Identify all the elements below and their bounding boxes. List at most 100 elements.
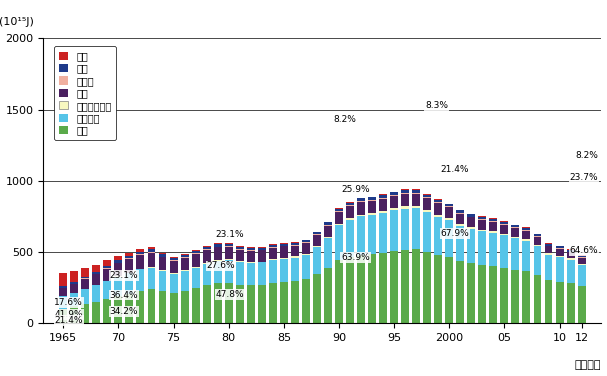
Bar	[137, 254, 144, 255]
Bar	[324, 268, 332, 323]
Bar	[456, 214, 464, 224]
Bar	[247, 248, 255, 250]
Text: （年度）: （年度）	[575, 360, 602, 370]
Bar	[148, 268, 155, 289]
Bar	[578, 265, 586, 286]
Bar	[247, 262, 255, 263]
Bar	[169, 258, 177, 261]
Bar	[225, 259, 232, 260]
Bar	[368, 197, 376, 200]
Bar	[379, 253, 387, 323]
Bar	[236, 250, 243, 261]
Bar	[81, 304, 89, 323]
Bar	[269, 248, 277, 259]
Bar	[555, 249, 563, 256]
Bar	[489, 231, 497, 233]
Bar	[489, 266, 497, 323]
Bar	[368, 215, 376, 254]
Bar	[500, 233, 509, 235]
Bar	[158, 270, 166, 271]
Bar	[423, 212, 431, 252]
Bar	[280, 259, 288, 282]
Bar	[291, 281, 299, 323]
Bar	[423, 210, 431, 212]
Bar	[401, 209, 409, 250]
Bar	[478, 219, 486, 220]
Bar	[335, 211, 343, 212]
Bar	[368, 201, 376, 213]
Bar	[467, 229, 475, 263]
Bar	[280, 243, 288, 244]
Bar	[137, 270, 144, 291]
Bar	[236, 285, 243, 323]
Bar	[158, 257, 166, 258]
Bar	[148, 247, 155, 249]
Bar	[236, 261, 243, 262]
Bar	[291, 245, 299, 246]
Bar	[214, 283, 222, 323]
Bar	[346, 202, 354, 203]
Bar	[92, 302, 100, 323]
Bar	[148, 252, 155, 253]
Bar	[500, 224, 509, 225]
Bar	[313, 274, 321, 323]
Bar	[247, 250, 255, 251]
Bar	[70, 282, 78, 284]
Bar	[434, 200, 442, 202]
Bar	[555, 246, 563, 248]
Bar	[489, 221, 497, 222]
Bar	[423, 199, 431, 210]
Bar	[456, 226, 464, 261]
Bar	[103, 299, 111, 323]
Text: 21.4%: 21.4%	[441, 165, 469, 174]
Bar	[280, 282, 288, 323]
Bar	[390, 192, 398, 195]
Bar	[291, 246, 299, 256]
Bar	[302, 243, 310, 254]
Bar	[544, 244, 552, 246]
Bar	[115, 276, 123, 277]
Bar	[523, 230, 531, 239]
Bar	[158, 271, 166, 291]
Text: 23.1%: 23.1%	[110, 271, 138, 280]
Bar	[324, 226, 332, 237]
Bar	[92, 272, 100, 274]
Bar	[335, 212, 343, 224]
Bar	[225, 244, 232, 246]
Bar	[158, 255, 166, 257]
Bar	[169, 293, 177, 323]
Bar	[313, 232, 321, 234]
Bar	[346, 206, 354, 218]
Bar	[103, 281, 111, 299]
Bar	[269, 283, 277, 323]
Bar	[247, 263, 255, 285]
Bar	[346, 257, 354, 323]
Bar	[313, 234, 321, 235]
Text: 36.4%: 36.4%	[110, 291, 138, 300]
Bar	[225, 243, 232, 244]
Bar	[500, 268, 509, 323]
Bar	[456, 210, 464, 213]
Bar	[412, 190, 420, 193]
Bar	[512, 227, 520, 228]
Text: 23.1%: 23.1%	[215, 230, 244, 239]
Bar	[126, 253, 134, 256]
Bar	[401, 250, 409, 323]
Bar	[181, 291, 189, 323]
Bar	[401, 194, 409, 206]
Bar	[467, 214, 475, 217]
Bar	[225, 283, 232, 323]
Bar	[500, 235, 509, 268]
Bar	[103, 266, 111, 268]
Bar	[148, 249, 155, 252]
Bar	[478, 265, 486, 323]
Bar	[335, 225, 343, 260]
Bar	[335, 224, 343, 225]
Bar	[412, 194, 420, 206]
Bar	[148, 267, 155, 268]
Bar	[478, 217, 486, 219]
Bar	[126, 259, 134, 273]
Bar	[103, 261, 111, 266]
Bar	[126, 256, 134, 258]
Bar	[478, 229, 486, 231]
